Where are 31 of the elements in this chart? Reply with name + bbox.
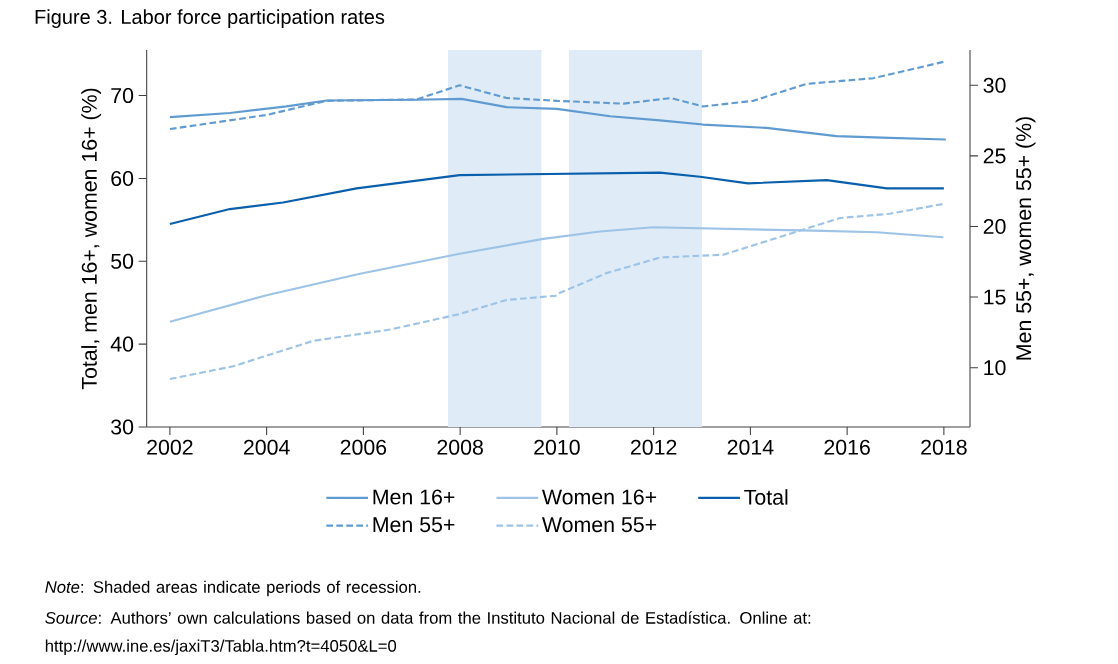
y2-tick-label: 10: [984, 360, 1006, 376]
x-tick-label: 2010: [534, 439, 580, 455]
x-tick-label: 2012: [630, 439, 677, 455]
line-series: [168, 171, 945, 226]
legend-label: Women 55+: [542, 517, 657, 533]
legend-label: Total: [744, 489, 788, 505]
y-tick-label: 70: [111, 88, 134, 104]
y-tick-label: 30: [111, 419, 134, 435]
y2-tick-label: 30: [983, 77, 1006, 93]
x-tick-label: 2014: [727, 439, 774, 455]
legend-label: Women 16+: [542, 489, 657, 505]
y2-tick-label: 25: [983, 148, 1006, 164]
y-axis-title: Total, men 16+, women 16+ (%): [81, 88, 102, 390]
x-tick-label: 2018: [921, 439, 967, 455]
y-tick-label: 60: [111, 170, 134, 186]
x-tick-label: 2002: [147, 439, 193, 455]
legend-label: Men 16+: [373, 489, 455, 505]
x-tick-label: 2016: [824, 439, 870, 455]
chart-title: Figure 3. Labor force participation rates: [35, 9, 385, 28]
y-tick-label: 50: [111, 253, 134, 269]
x-tick-label: 2004: [243, 439, 290, 455]
x-tick-label: 2006: [340, 439, 387, 455]
x-tick-label: 2008: [437, 439, 483, 455]
legend-label: Men 55+: [373, 517, 455, 533]
text: Source: Authors’ own calculations based on data from the Instituto Nacional de Estadística. Online at: http://www.ine.es/jaxiT3/Tabla.htm?t=4050&L=0: [45, 611, 811, 656]
y-tick-label: 40: [110, 336, 134, 352]
line-series: [168, 202, 945, 381]
text: Note: Shaded areas indicate periods of recession.: [45, 580, 421, 597]
y2-tick-label: 15: [984, 289, 1006, 305]
y2-tick-label: 20: [983, 218, 1006, 235]
y2-axis-title: Men 55+, women 55+ (%): [1015, 117, 1036, 360]
